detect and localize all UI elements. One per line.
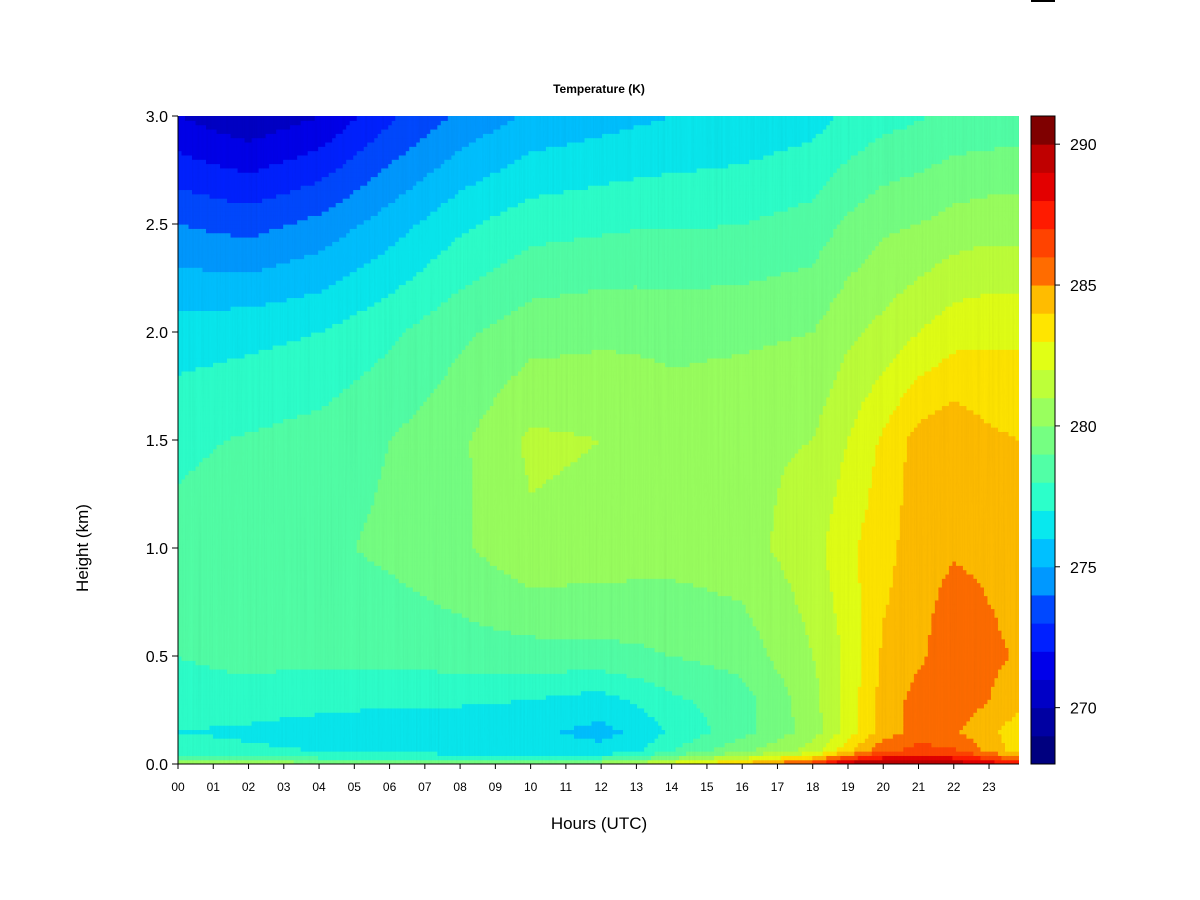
x-tick-label: 01 [207,780,221,794]
x-tick-label: 00 [171,780,185,794]
colorbar-tick-label: 275 [1070,560,1097,577]
colorbar-level [1031,285,1055,314]
colorbar-level [1031,707,1055,737]
colorbar-tick-label: 290 [1070,137,1097,154]
x-axis: 00 01 02 03 04 05 06 07 08 09 10 11 12 13 14 15 16 17 18 19… [171,763,1019,794]
corner-mark [1031,0,1055,2]
x-tick-label: 19 [841,780,855,794]
x-tick-label: 23 [982,780,996,794]
colorbar-level [1031,397,1055,427]
y-tick-label: 0.0 [146,757,168,774]
colorbar-level [1031,510,1055,540]
colorbar-level [1031,482,1055,511]
y-tick-label: 3.0 [146,109,168,126]
colorbar-tick-label: 270 [1070,701,1097,718]
y-axis-label: Height (km) [73,504,92,592]
x-tick-label: 22 [947,780,961,794]
x-tick-label: 21 [912,780,926,794]
colorbar-level [1031,228,1055,258]
x-tick-label: 20 [877,780,891,794]
y-tick-label: 1.0 [146,541,168,558]
colorbar-level [1031,425,1055,455]
colorbar-level [1031,735,1055,765]
colorbar-level [1031,454,1055,483]
chart-title: Temperature (K) [553,82,645,96]
colorbar-level [1031,566,1055,596]
y-axis: 0.0 0.5 1.0 1.5 2.0 2.5 3.0 [146,109,179,774]
y-tick-label: 0.5 [146,649,168,666]
y-tick-label: 2.0 [146,325,168,342]
colorbar-level [1031,256,1055,286]
x-tick-label: 07 [418,780,432,794]
x-tick-label: 16 [736,780,750,794]
x-tick-label: 13 [630,780,644,794]
x-tick-label: 06 [383,780,397,794]
colorbar-level [1031,538,1055,568]
x-tick-label: 18 [806,780,820,794]
x-tick-label: 14 [665,780,679,794]
colorbar-level [1031,144,1055,173]
x-tick-label: 09 [489,780,503,794]
y-tick-label: 1.5 [146,433,168,450]
x-tick-label: 10 [524,780,538,794]
colorbar-level [1031,116,1055,145]
x-tick-label: 05 [348,780,362,794]
x-axis-label: Hours (UTC) [551,814,647,833]
colorbar: 270 275 280 285 290 [1030,115,1097,765]
x-tick-label: 03 [277,780,291,794]
colorbar-level [1031,369,1055,399]
x-tick-label: 12 [594,780,608,794]
colorbar-level [1031,172,1055,202]
x-tick-label: 15 [700,780,714,794]
colorbar-level [1031,341,1055,371]
colorbar-level [1031,313,1055,342]
x-tick-label: 08 [453,780,467,794]
colorbar-level [1031,679,1055,709]
colorbar-level [1031,594,1055,624]
x-tick-label: 17 [771,780,785,794]
x-tick-label: 02 [242,780,256,794]
colorbar-tick-label: 285 [1070,278,1097,295]
y-tick-label: 2.5 [146,217,168,234]
colorbar-level [1031,651,1055,680]
x-tick-label: 11 [560,780,573,794]
colorbar-tick-label: 280 [1070,419,1097,436]
colorbar-level [1031,623,1055,652]
colorbar-frame [1030,115,1056,765]
heatmap-texture [178,116,1019,764]
colorbar-level [1031,200,1055,230]
heatmap-plot-area [178,116,1019,764]
x-tick-label: 04 [312,780,326,794]
